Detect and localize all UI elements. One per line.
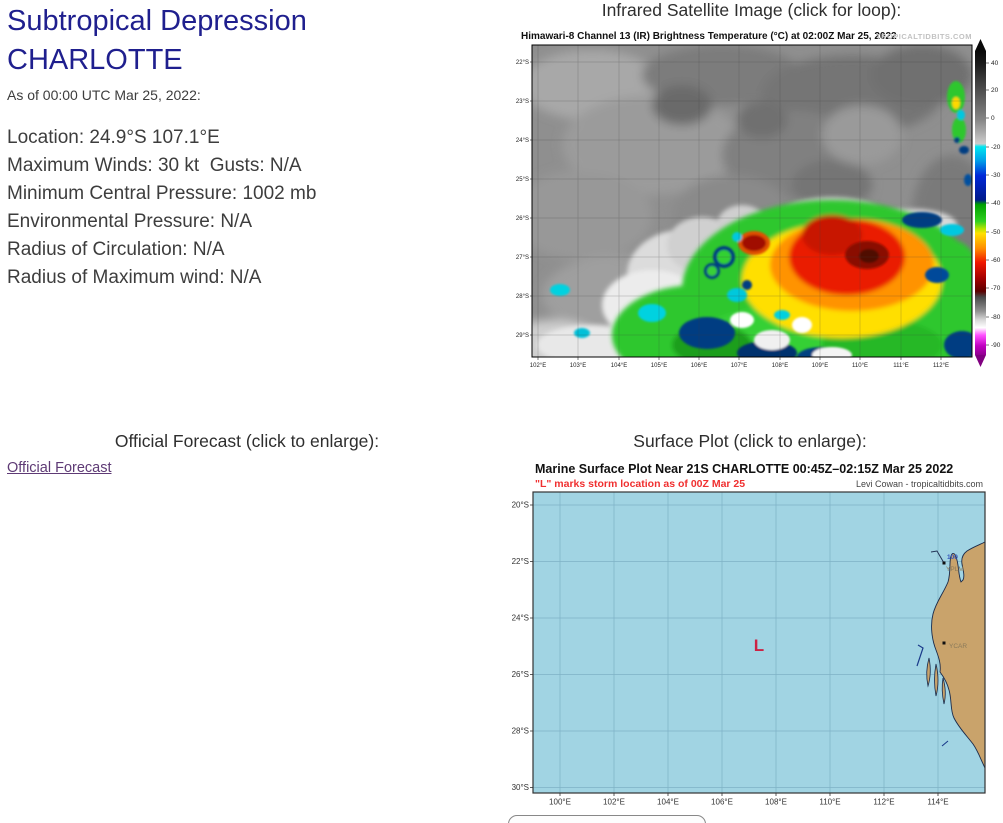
- svg-text:102°E: 102°E: [603, 798, 625, 807]
- svg-text:YPLM: YPLM: [946, 566, 964, 573]
- svg-text:108°E: 108°E: [772, 363, 788, 369]
- svg-text:114°E: 114°E: [927, 798, 948, 807]
- svg-text:109°E: 109°E: [812, 363, 828, 369]
- surface-map: L 100 YPLM YCAR: [532, 491, 986, 794]
- advisory-timestamp: As of 00:00 UTC Mar 25, 2022:: [7, 87, 201, 103]
- svg-text:100: 100: [947, 554, 958, 561]
- official-forecast-link[interactable]: Official Forecast: [7, 460, 112, 476]
- svg-text:102°E: 102°E: [530, 363, 546, 369]
- svg-text:106°E: 106°E: [711, 798, 733, 807]
- surface-lon-axis: 100°E 102°E 104°E 106°E 108°E 110°E 112°…: [549, 798, 949, 807]
- storm-location-marker: L: [754, 636, 764, 655]
- satellite-gridlines: [532, 45, 972, 357]
- infrared-satellite-image[interactable]: Himawari-8 Channel 13 (IR) Brightness Te…: [505, 28, 1003, 374]
- svg-text:-50: -50: [991, 229, 1001, 236]
- satellite-plot-title: Himawari-8 Channel 13 (IR) Brightness Te…: [521, 31, 897, 42]
- svg-text:110°E: 110°E: [852, 363, 868, 369]
- svg-text:29°S: 29°S: [516, 333, 529, 339]
- svg-text:-30: -30: [991, 172, 1001, 179]
- svg-text:104°E: 104°E: [611, 363, 627, 369]
- surface-gridlines: [533, 492, 985, 793]
- storm-details: Location: 24.9°S 107.1°E Maximum Winds: …: [7, 124, 316, 292]
- svg-text:25°S: 25°S: [516, 177, 529, 183]
- surface-plot-section-heading: Surface Plot (click to enlarge):: [633, 431, 867, 451]
- storm-name: CHARLOTTE: [7, 44, 183, 76]
- storm-radius-max-wind: Radius of Maximum wind: N/A: [7, 267, 262, 288]
- svg-text:30°S: 30°S: [512, 783, 529, 792]
- svg-text:-60: -60: [991, 257, 1001, 264]
- surface-lon-ticks: [559, 793, 939, 796]
- storm-type: Subtropical Depression: [7, 5, 307, 37]
- station-yplm: 100 YPLM: [930, 550, 964, 573]
- bottom-clipped-button[interactable]: [508, 815, 706, 823]
- svg-text:106°E: 106°E: [691, 363, 707, 369]
- svg-text:-80: -80: [991, 314, 1001, 321]
- svg-text:23°S: 23°S: [516, 99, 529, 105]
- svg-text:20: 20: [991, 87, 999, 94]
- satellite-colorbar: 40 20 0 -20 -30 -40 -50 -60 -70 -80 -90: [975, 39, 1001, 367]
- svg-text:26°S: 26°S: [512, 670, 529, 679]
- satellite-lat-ticks: [530, 61, 532, 336]
- svg-text:105°E: 105°E: [651, 363, 667, 369]
- storm-min-pressure: Minimum Central Pressure: 1002 mb: [7, 183, 317, 204]
- svg-text:28°S: 28°S: [516, 294, 529, 300]
- satellite-section-heading: Infrared Satellite Image (click for loop…: [601, 0, 902, 20]
- satellite-plot-svg: Himawari-8 Channel 13 (IR) Brightness Te…: [516, 31, 1001, 369]
- surface-plot-svg: Marine Surface Plot Near 21S CHARLOTTE 0…: [512, 462, 986, 807]
- satellite-lon-ticks: [537, 357, 942, 360]
- satellite-watermark: TROPICALTIDBITS.COM: [876, 32, 972, 41]
- svg-text:24°S: 24°S: [512, 614, 529, 623]
- surface-lat-ticks: [530, 504, 533, 788]
- svg-text:0: 0: [991, 115, 995, 122]
- svg-text:104°E: 104°E: [657, 798, 679, 807]
- svg-text:20°S: 20°S: [512, 501, 529, 510]
- storm-location: Location: 24.9°S 107.1°E: [7, 127, 220, 148]
- svg-text:108°E: 108°E: [765, 798, 787, 807]
- surface-plot-subtitle: "L" marks storm location as of 00Z Mar 2…: [535, 478, 745, 490]
- storm-radius-circulation: Radius of Circulation: N/A: [7, 239, 225, 260]
- surface-plot-image[interactable]: Marine Surface Plot Near 21S CHARLOTTE 0…: [505, 460, 1003, 807]
- svg-text:-40: -40: [991, 200, 1001, 207]
- surface-plot-title: Marine Surface Plot Near 21S CHARLOTTE 0…: [535, 462, 953, 476]
- svg-text:-70: -70: [991, 285, 1001, 292]
- svg-text:22°S: 22°S: [512, 557, 529, 566]
- surface-plot-credit: Levi Cowan - tropicaltidbits.com: [856, 479, 983, 489]
- svg-text:YCAR: YCAR: [949, 643, 967, 650]
- svg-text:-90: -90: [991, 342, 1001, 349]
- svg-text:-20: -20: [991, 144, 1001, 151]
- australia-landmass: [931, 541, 985, 769]
- satellite-lat-axis: 22°S 23°S 24°S 25°S 26°S 27°S 28°S 29°S: [516, 60, 529, 339]
- svg-text:111°E: 111°E: [893, 363, 909, 369]
- forecast-section-heading: Official Forecast (click to enlarge):: [114, 431, 380, 451]
- svg-text:24°S: 24°S: [516, 138, 529, 144]
- storm-title: Subtropical Depression CHARLOTTE: [7, 2, 437, 80]
- svg-text:112°E: 112°E: [933, 363, 949, 369]
- svg-text:107°E: 107°E: [731, 363, 747, 369]
- satellite-lon-axis: 102°E 103°E 104°E 105°E 106°E 107°E 108°…: [530, 363, 949, 369]
- storm-env-pressure: Environmental Pressure: N/A: [7, 211, 252, 232]
- station-ycar: YCAR: [916, 641, 967, 667]
- svg-text:112°E: 112°E: [873, 798, 894, 807]
- satellite-map: [531, 44, 973, 358]
- svg-text:28°S: 28°S: [512, 727, 529, 736]
- surface-lat-axis: 20°S 22°S 24°S 26°S 28°S 30°S: [512, 501, 529, 793]
- svg-text:40: 40: [991, 60, 999, 67]
- satellite-colorbar-labels: 40 20 0 -20 -30 -40 -50 -60 -70 -80 -90: [991, 60, 1001, 349]
- shark-bay-islands: [926, 657, 946, 705]
- offshore-wind-barb: [941, 740, 949, 747]
- svg-text:103°E: 103°E: [570, 363, 586, 369]
- svg-text:110°E: 110°E: [819, 798, 840, 807]
- svg-text:100°E: 100°E: [549, 798, 571, 807]
- svg-text:22°S: 22°S: [516, 60, 529, 66]
- svg-text:27°S: 27°S: [516, 255, 529, 261]
- storm-max-winds: Maximum Winds: 30 kt Gusts: N/A: [7, 155, 302, 176]
- svg-text:26°S: 26°S: [516, 216, 529, 222]
